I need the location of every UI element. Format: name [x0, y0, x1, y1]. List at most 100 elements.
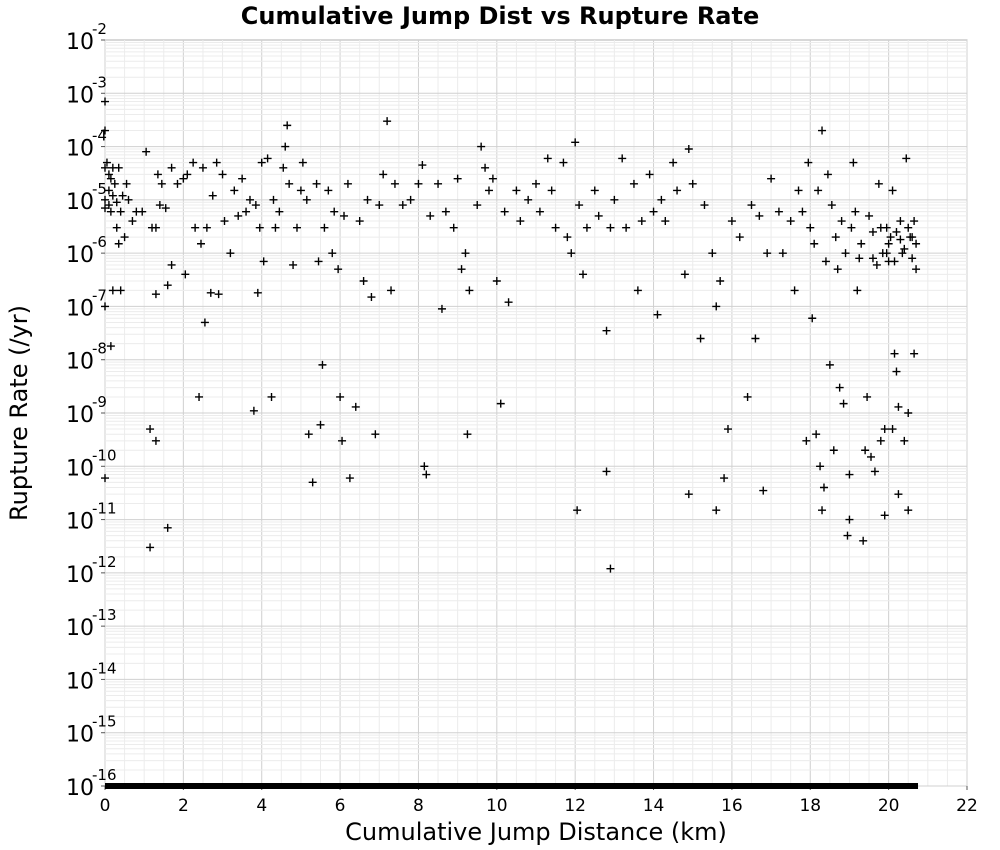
- data-point: [234, 211, 243, 220]
- data-point: [484, 186, 493, 195]
- data-point: [910, 217, 919, 226]
- y-tick-exponent: -9: [92, 393, 107, 411]
- y-tick-exponent: -10: [92, 446, 117, 464]
- x-tick-label: 12: [564, 796, 586, 816]
- data-point: [345, 474, 354, 483]
- data-point: [449, 223, 458, 232]
- x-axis-ticks: 0 2 4 6 8 10 12 14 16 18 20 22: [100, 786, 978, 816]
- data-point: [104, 170, 113, 179]
- data-point: [582, 223, 591, 232]
- data-point: [839, 399, 848, 408]
- y-tick-exponent: -13: [92, 606, 117, 624]
- data-point: [790, 286, 799, 295]
- data-point: [116, 207, 125, 216]
- data-point: [104, 186, 113, 195]
- data-point: [735, 233, 744, 242]
- data-point: [606, 223, 615, 232]
- data-point: [318, 360, 327, 369]
- data-point: [334, 265, 343, 274]
- data-point: [196, 239, 205, 248]
- y-tick-exponent: -12: [92, 553, 117, 571]
- data-point: [157, 179, 166, 188]
- data-point: [122, 179, 131, 188]
- data-point: [880, 425, 889, 434]
- data-point: [101, 97, 109, 106]
- y-tick-exponent: -5: [92, 180, 107, 198]
- data-point: [275, 207, 284, 216]
- data-point: [825, 360, 834, 369]
- data-point: [778, 249, 787, 258]
- data-point: [874, 179, 883, 188]
- data-point: [602, 326, 611, 335]
- data-point: [418, 161, 427, 170]
- data-point: [835, 383, 844, 392]
- data-point: [302, 195, 311, 204]
- data-point: [118, 191, 127, 200]
- data-point: [477, 142, 486, 151]
- data-point: [888, 425, 897, 434]
- y-tick-label: 10: [66, 510, 94, 535]
- y-tick-exponent: -2: [92, 20, 107, 38]
- data-point: [606, 564, 615, 573]
- data-point: [208, 191, 217, 200]
- data-point: [359, 277, 368, 286]
- data-point: [819, 483, 828, 492]
- data-point: [422, 470, 431, 479]
- y-tick-label: 10: [66, 456, 94, 481]
- x-tick-label: 0: [100, 796, 111, 816]
- data-point: [251, 201, 260, 210]
- data-point: [867, 452, 876, 461]
- x-tick-label: 20: [878, 796, 900, 816]
- data-point: [363, 195, 372, 204]
- data-point: [882, 249, 891, 258]
- data-point: [102, 158, 111, 167]
- data-point: [849, 158, 858, 167]
- data-point: [884, 239, 893, 248]
- data-point: [808, 314, 817, 323]
- data-point: [559, 158, 568, 167]
- data-point: [267, 392, 276, 401]
- data-point: [633, 286, 642, 295]
- data-point: [253, 288, 262, 297]
- y-tick-label: 10: [66, 776, 94, 801]
- data-point: [902, 154, 911, 163]
- data-point: [504, 298, 513, 307]
- data-point: [708, 249, 717, 258]
- data-point: [516, 217, 525, 226]
- y-tick-exponent: -15: [92, 713, 117, 731]
- data-point: [271, 223, 280, 232]
- data-point: [465, 286, 474, 295]
- data-point: [898, 249, 907, 258]
- data-point: [426, 211, 435, 220]
- data-point: [855, 254, 864, 263]
- data-point: [189, 158, 198, 167]
- data-point: [900, 436, 909, 445]
- data-point: [816, 462, 825, 471]
- data-point: [853, 286, 862, 295]
- data-point: [843, 531, 852, 540]
- data-point: [594, 211, 603, 220]
- data-point: [653, 310, 662, 319]
- data-point: [289, 260, 298, 269]
- data-point: [106, 174, 115, 183]
- data-point: [755, 211, 764, 220]
- data-point: [383, 117, 392, 126]
- data-point: [794, 186, 803, 195]
- data-point: [767, 174, 776, 183]
- data-point: [573, 506, 582, 515]
- data-point: [163, 523, 172, 532]
- data-point: [101, 163, 109, 172]
- data-point: [563, 233, 572, 242]
- y-tick-label: 10: [66, 723, 94, 748]
- data-point: [128, 217, 137, 226]
- data-point: [547, 186, 556, 195]
- data-point: [481, 163, 490, 172]
- data-point: [314, 257, 323, 266]
- data-point: [492, 277, 501, 286]
- data-point: [179, 174, 188, 183]
- data-point: [720, 474, 729, 483]
- x-tick-label: 16: [721, 796, 743, 816]
- data-point: [351, 402, 360, 411]
- data-point: [532, 179, 540, 188]
- data-point: [242, 207, 251, 216]
